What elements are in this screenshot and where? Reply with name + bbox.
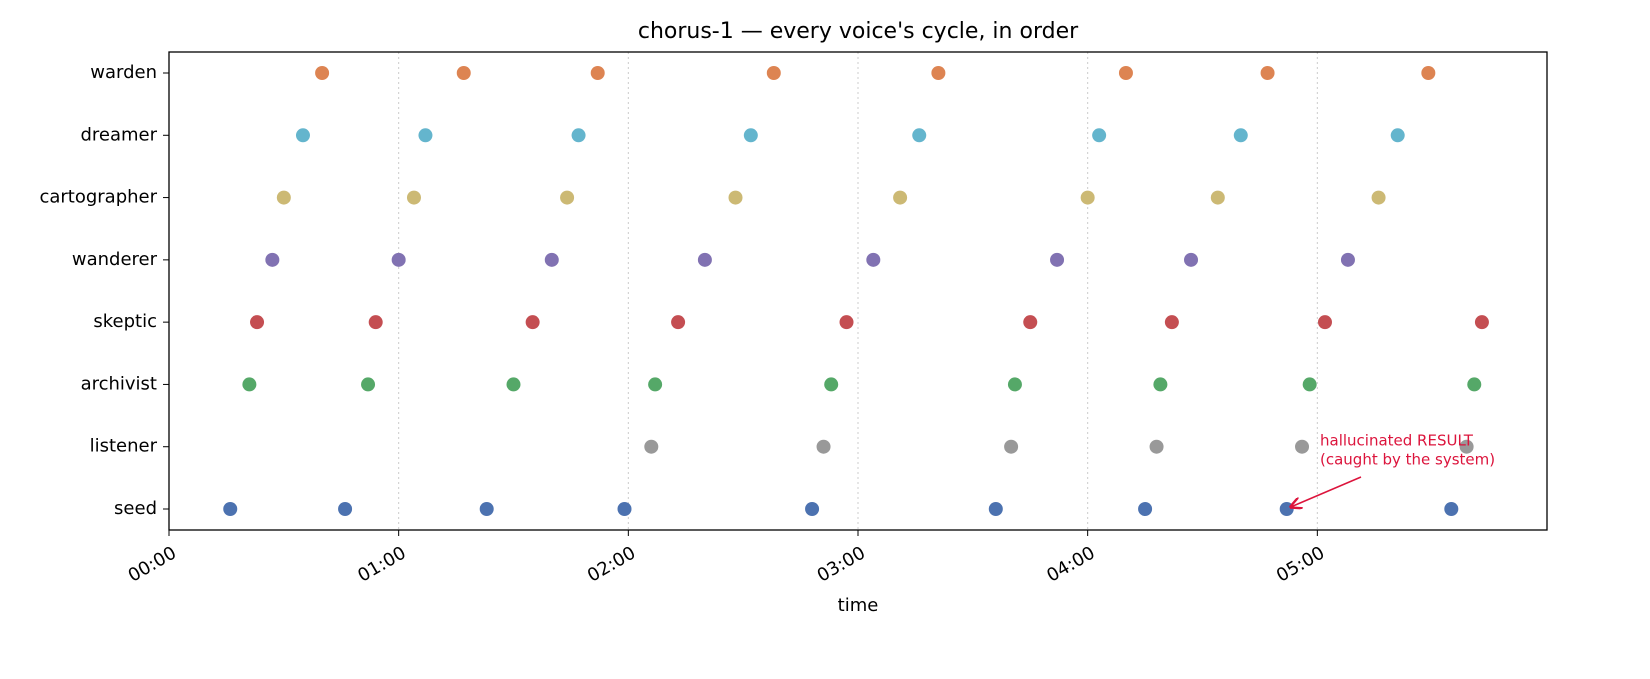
point: [912, 128, 927, 143]
point: [1467, 377, 1482, 392]
point: [893, 190, 908, 205]
x-tick-label: 05:00: [1273, 542, 1328, 586]
point: [571, 128, 586, 143]
annotation-text: hallucinated RESULT: [1320, 432, 1474, 450]
point: [1390, 128, 1405, 143]
point: [1092, 128, 1107, 143]
point: [697, 252, 712, 267]
x-tick-label: 01:00: [354, 542, 409, 586]
y-tick-label: listener: [90, 436, 158, 457]
point: [361, 377, 376, 392]
chart-title: chorus-1 — every voice's cycle, in order: [638, 19, 1079, 44]
point: [839, 315, 854, 330]
point: [276, 190, 291, 205]
point: [648, 377, 663, 392]
point: [525, 315, 540, 330]
point: [250, 315, 265, 330]
point: [617, 502, 632, 516]
point: [1007, 377, 1022, 392]
point: [1371, 190, 1386, 205]
point: [866, 252, 881, 267]
point: [391, 252, 406, 267]
y-tick-label: warden: [90, 62, 157, 83]
point: [479, 502, 494, 516]
point: [1210, 190, 1225, 205]
y-tick-label: archivist: [81, 373, 157, 394]
point: [931, 66, 946, 80]
y-tick-label: cartographer: [39, 187, 157, 208]
point: [1004, 439, 1019, 454]
x-tick-label: 00:00: [125, 542, 180, 586]
plot-frame: [168, 51, 1548, 531]
point: [1184, 252, 1199, 267]
point: [1050, 252, 1065, 267]
point: [1233, 128, 1248, 143]
point: [242, 377, 257, 392]
point: [1260, 66, 1275, 80]
point: [265, 252, 280, 267]
point: [223, 502, 238, 516]
point: [418, 128, 433, 143]
point: [805, 502, 820, 516]
annotation-arrow: [1291, 476, 1362, 507]
point: [824, 377, 839, 392]
x-tick-label: 03:00: [814, 542, 869, 586]
point: [1080, 190, 1095, 205]
point: [766, 66, 781, 80]
annotation-text: (caught by the system): [1320, 451, 1495, 469]
point: [1153, 377, 1168, 392]
point: [1317, 315, 1332, 330]
point: [728, 190, 743, 205]
point: [1138, 502, 1153, 516]
point: [1023, 315, 1038, 330]
point: [644, 439, 659, 454]
point: [368, 315, 383, 330]
point: [406, 190, 421, 205]
x-tick-label: 02:00: [584, 542, 639, 586]
point: [671, 315, 686, 330]
point: [1149, 439, 1164, 454]
x-tick-label: 04:00: [1043, 542, 1098, 586]
point: [1118, 66, 1133, 80]
point: [816, 439, 831, 454]
point: [295, 128, 310, 143]
point: [590, 66, 605, 80]
point: [456, 66, 471, 80]
point: [506, 377, 521, 392]
point: [1279, 502, 1294, 516]
point: [560, 190, 575, 205]
point: [1459, 439, 1474, 454]
x-axis-label: time: [838, 595, 879, 616]
point: [338, 502, 353, 516]
point: [743, 128, 758, 143]
point: [1421, 66, 1436, 80]
y-tick-label: dreamer: [80, 124, 157, 145]
y-tick-label: wanderer: [72, 249, 158, 270]
point: [988, 502, 1003, 516]
y-tick-label: seed: [114, 498, 157, 519]
point: [1340, 252, 1355, 267]
point: [1302, 377, 1317, 392]
point: [1295, 439, 1310, 454]
point: [1474, 315, 1489, 330]
point: [544, 252, 559, 267]
point: [1444, 502, 1459, 516]
y-tick-label: skeptic: [93, 311, 157, 332]
point: [1164, 315, 1179, 330]
point: [315, 66, 330, 80]
